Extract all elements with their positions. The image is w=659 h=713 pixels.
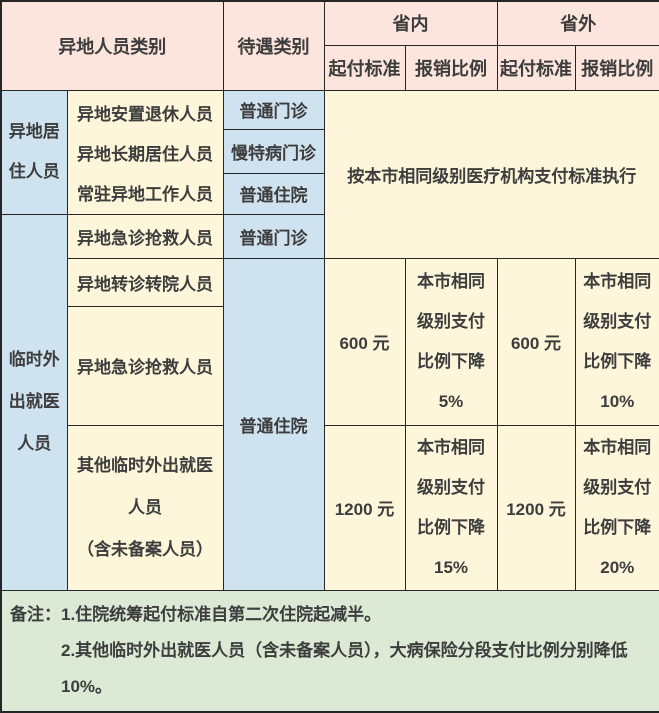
header-person-category: 异地人员类别 [0,0,224,91]
subheader-reimbursement-out: 报销比例 [574,44,659,91]
cell-tier2-member: 其他临时外出就医 人员 （含未备案人员） [66,424,224,591]
cell-group-b-label: 临时外 出就医 人员 [0,213,68,591]
notes-label: 备注： [10,604,61,624]
cell-group-a-label: 异地居 住人员 [0,89,68,215]
note-1-text: 1.住院统筹起付标准自第二次住院起减半。 [61,604,382,624]
group-a-member-stack: 异地安置退休人员 异地长期居住人员 常驻异地工作人员 [68,92,222,212]
header-treatment-category: 待遇类别 [222,0,325,91]
cell-tier2-in-reimbursement: 本市相同 级别支付 比例下降 15% [404,424,498,591]
cell-policy-same-standard: 按本市相同级别医疗机构支付标准执行 [323,89,659,259]
header-out-province: 省外 [496,0,659,46]
notes-row: 备注：1.住院统筹起付标准自第二次住院起减半。 2.其他临时外出就医人员（含未备… [0,589,659,712]
cell-treatment-general-outpatient-b: 普通门诊 [222,213,325,259]
subheader-deductible-in: 起付标准 [323,44,406,91]
cell-treatment-inpatient-b: 普通住院 [222,257,325,591]
member-long-term-resident: 异地长期居住人员 [77,144,213,164]
subheader-deductible-out: 起付标准 [496,44,576,91]
header-in-province: 省内 [323,0,498,46]
cell-member-emergency-inpatient: 异地急诊抢救人员 [66,305,224,426]
cell-tier1-out-deductible: 600 元 [496,257,576,426]
note-line-2: 2.其他临时外出就医人员（含未备案人员），大病保险分段支付比例分别降低 10%。 [61,640,628,696]
subheader-reimbursement-in: 报销比例 [404,44,498,91]
cell-member-emergency-outpatient: 异地急诊抢救人员 [66,213,224,259]
cell-treatment-inpatient-a: 普通住院 [222,172,325,215]
cell-treatment-general-outpatient-a: 普通门诊 [222,89,325,130]
cell-tier1-in-deductible: 600 元 [323,257,406,426]
cell-member-referral-transfer: 异地转诊转院人员 [66,257,224,307]
member-retired-relocated: 异地安置退休人员 [77,104,213,124]
member-stationed-worker: 常驻异地工作人员 [77,184,213,204]
cell-tier2-out-deductible: 1200 元 [496,424,576,591]
cell-tier2-in-deductible: 1200 元 [323,424,406,591]
cell-tier2-out-reimbursement: 本市相同 级别支付 比例下降 20% [574,424,659,591]
cell-treatment-chronic-outpatient: 慢特病门诊 [222,128,325,174]
cell-tier1-in-reimbursement: 本市相同 级别支付 比例下降 5% [404,257,498,426]
note-line-1: 备注：1.住院统筹起付标准自第二次住院起减半。 [10,597,651,633]
cell-group-a-members: 异地安置退休人员 异地长期居住人员 常驻异地工作人员 [66,89,224,215]
cell-tier1-out-reimbursement: 本市相同 级别支付 比例下降 10% [574,257,659,426]
